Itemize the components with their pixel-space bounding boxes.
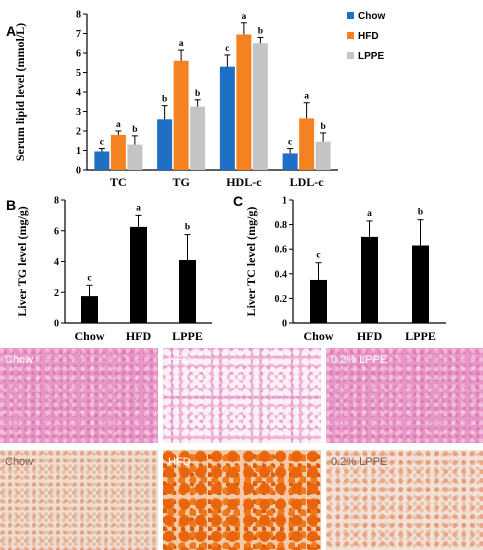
significance-letter: c xyxy=(87,273,91,283)
y-tick-label: 7 xyxy=(76,29,81,40)
y-tick-label: 0.4 xyxy=(275,269,288,280)
y-tick-label: 2 xyxy=(54,288,59,299)
y-tick-label: 0 xyxy=(282,319,287,330)
legend-swatch xyxy=(347,32,354,39)
y-tick-label: 0 xyxy=(54,319,59,330)
bar-chow xyxy=(94,151,110,170)
y-tick-label: 0.8 xyxy=(275,220,288,231)
bar-lppe xyxy=(127,144,143,170)
y-tick-label: 5 xyxy=(76,68,81,79)
micrograph-d-hfd: HFD xyxy=(163,348,321,443)
micrograph-label: HFD xyxy=(168,354,191,366)
x-category-label: LDL-c xyxy=(290,175,325,189)
bar-hfd xyxy=(110,134,126,170)
micrograph-label: Chow xyxy=(5,354,34,366)
bar xyxy=(310,279,327,323)
micrograph-e-chow: Chow xyxy=(0,450,158,550)
bar xyxy=(179,259,196,323)
legend-swatch xyxy=(347,52,354,59)
y-tick-label: 1 xyxy=(282,196,287,207)
significance-letter: b xyxy=(195,89,200,99)
bar xyxy=(412,245,429,323)
significance-letter: a xyxy=(367,209,372,219)
micrograph-label: 0.2% LPPE xyxy=(331,354,388,366)
y-axis-label: Serum lipid level (mmol/L) xyxy=(13,23,27,161)
micrograph-e-lppe: 0.2% LPPE xyxy=(326,450,483,550)
y-axis-label: Liver TG level (mg/g) xyxy=(15,206,29,317)
y-tick-label: 8 xyxy=(76,10,81,21)
x-category-label: LPPE xyxy=(172,329,203,343)
bar-chow xyxy=(219,66,235,170)
y-tick-label: 4 xyxy=(54,257,59,268)
significance-letter: a xyxy=(179,39,184,49)
x-category-label: HDL-c xyxy=(226,175,262,189)
bar xyxy=(81,296,98,323)
significance-letter: b xyxy=(132,125,137,135)
panel-letter-c: C xyxy=(233,193,243,209)
significance-letter: a xyxy=(136,203,141,213)
bar-lppe xyxy=(315,141,331,170)
legend-swatch xyxy=(347,12,354,19)
significance-letter: b xyxy=(185,223,190,233)
significance-letter: a xyxy=(304,92,309,102)
significance-letter: b xyxy=(418,208,423,218)
legend-label: Chow xyxy=(358,11,385,22)
x-category-label: LPPE xyxy=(405,329,436,343)
panel-letter-b: B xyxy=(6,197,16,213)
y-tick-label: 8 xyxy=(54,196,59,207)
y-tick-label: 2 xyxy=(76,127,81,138)
micrograph-d-lppe: 0.2% LPPE xyxy=(326,348,483,443)
bar-hfd xyxy=(299,118,315,170)
bar xyxy=(130,226,147,323)
bar-chow xyxy=(282,153,298,170)
legend-label: LPPE xyxy=(358,51,384,62)
significance-letter: b xyxy=(162,95,167,105)
panel-letter-a: A xyxy=(6,23,16,39)
y-tick-label: 1 xyxy=(76,146,81,157)
significance-letter: c xyxy=(288,138,292,148)
y-tick-label: 6 xyxy=(76,49,81,60)
significance-letter: c xyxy=(225,44,229,54)
chart-c: 0 0.2 0.4 0.6 0.8 1 Liver TC level (mg/g) c Chow… xyxy=(244,196,446,343)
micrograph-e-hfd: HFD xyxy=(163,450,321,550)
bar-hfd xyxy=(236,34,252,170)
y-tick-label: 3 xyxy=(76,107,81,118)
significance-letter: b xyxy=(320,122,325,132)
x-category-label: TC xyxy=(110,175,127,189)
x-category-label: HFD xyxy=(126,329,152,343)
x-category-label: TG xyxy=(172,175,189,189)
significance-letter: a xyxy=(242,12,247,22)
micrograph-label: HFD xyxy=(168,456,191,468)
y-axis-label: Liver TC level (mg/g) xyxy=(244,207,258,317)
bar-hfd xyxy=(173,60,189,170)
micrograph-label: 0.2% LPPE xyxy=(331,456,388,468)
bar-lppe xyxy=(190,106,206,170)
y-tick-label: 4 xyxy=(76,88,81,99)
legend-label: HFD xyxy=(358,31,379,42)
y-tick-label: 0 xyxy=(76,166,81,177)
chart-b: 0 2 4 6 8 Liver TG level (mg/g) c Chow a HFD b LPPE xyxy=(15,196,212,343)
significance-letter: c xyxy=(100,138,104,148)
micrograph-label: Chow xyxy=(5,456,34,468)
bar-chow xyxy=(157,119,173,170)
y-tick-label: 0.2 xyxy=(275,294,288,305)
x-category-label: Chow xyxy=(74,329,104,343)
x-category-label: Chow xyxy=(303,329,333,343)
significance-letter: a xyxy=(116,120,121,130)
micrograph-d-chow: Chow xyxy=(0,348,158,443)
y-tick-label: 0.6 xyxy=(275,245,288,256)
y-tick-label: 6 xyxy=(54,226,59,237)
significance-letter: c xyxy=(316,251,320,261)
bar xyxy=(361,236,378,323)
x-category-label: HFD xyxy=(357,329,383,343)
chart-a: 0 1 2 3 4 5 6 7 8 Serum lipid level (mmol/L) TC c a b… xyxy=(13,10,385,190)
bar-lppe xyxy=(252,43,268,170)
significance-letter: b xyxy=(258,26,263,36)
